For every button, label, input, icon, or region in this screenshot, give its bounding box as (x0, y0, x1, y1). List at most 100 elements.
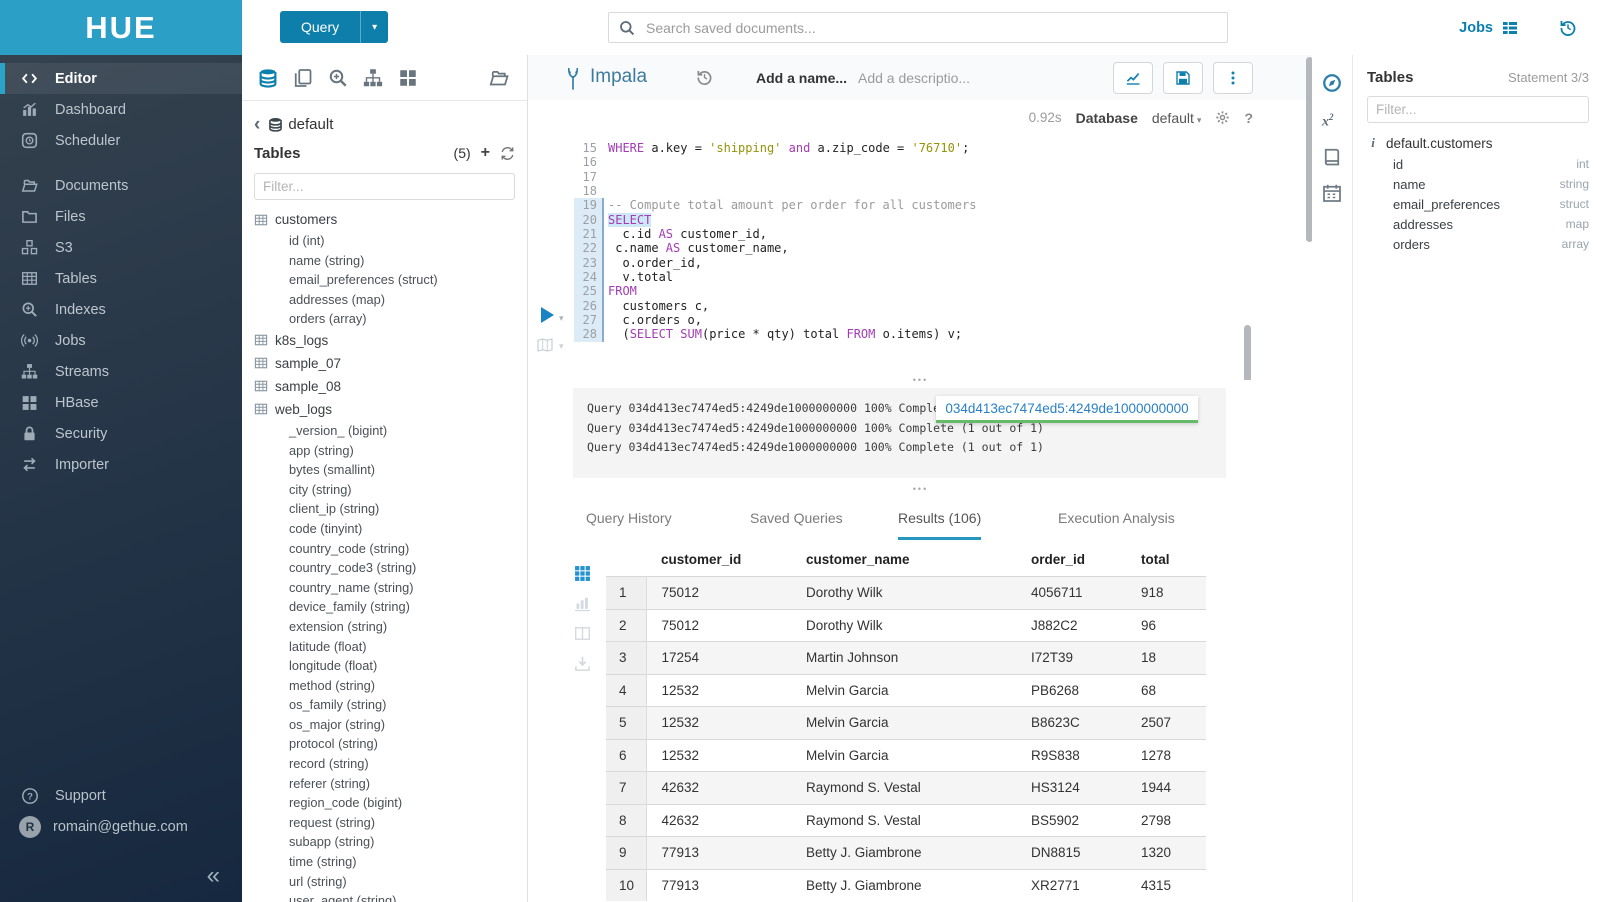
assist-column-row[interactable]: country_code3 (string) (289, 560, 417, 576)
back-chevron-icon[interactable]: ‹ (254, 113, 261, 135)
schedule-icon[interactable] (1322, 183, 1342, 203)
right-column-row[interactable]: name string (1367, 174, 1589, 194)
results-column-header[interactable]: customer_id (661, 552, 742, 567)
query-button[interactable]: Query ▾ (280, 11, 389, 43)
tab-execution-analysis[interactable]: Execution Analysis (1058, 510, 1175, 526)
tab-saved-queries[interactable]: Saved Queries (750, 510, 843, 526)
assist-column-row[interactable]: subapp (string) (289, 834, 375, 850)
assist-column-row[interactable]: orders (array) (289, 311, 367, 327)
main-scrollbar[interactable] (1306, 57, 1313, 242)
assist-column-row[interactable]: country_code (string) (289, 540, 410, 556)
assist-column-row[interactable]: addresses (map) (289, 291, 386, 307)
assist-column-row[interactable]: extension (string) (289, 618, 388, 634)
table-row[interactable]: 5 12532 Melvin Garcia B8623C 2507 (606, 706, 1206, 739)
chart-button[interactable] (1113, 62, 1153, 94)
download-icon[interactable] (574, 655, 591, 672)
language-reference-icon[interactable] (1322, 147, 1342, 167)
right-column-row[interactable]: email_preferences struct (1367, 194, 1589, 214)
assist-column-row[interactable]: user_agent (string) (289, 893, 397, 902)
table-row[interactable]: 6 12532 Melvin Garcia R9S838 1278 (606, 739, 1206, 772)
right-column-row[interactable]: orders array (1367, 234, 1589, 254)
search-assist-icon[interactable] (328, 68, 348, 88)
assist-column-row[interactable]: code (tinyint) (289, 520, 363, 536)
assist-column-row[interactable]: longitude (float) (289, 658, 378, 674)
global-search[interactable] (608, 12, 1228, 43)
mini-map-icon[interactable] (537, 338, 553, 352)
assist-column-row[interactable]: client_ip (string) (289, 501, 380, 517)
sidebar-item-streams[interactable]: Streams (0, 356, 242, 387)
sidebar-item-s3[interactable]: S3 (0, 232, 242, 263)
sidebar-item-importer[interactable]: Importer (0, 449, 242, 480)
table-row[interactable]: 7 42632 Raymond S. Vestal HS3124 1944 (606, 771, 1206, 804)
sidebar-item-files[interactable]: Files (0, 201, 242, 232)
table-row[interactable]: 8 42632 Raymond S. Vestal BS5902 2798 (606, 804, 1206, 837)
assist-column-row[interactable]: country_name (string) (289, 579, 414, 595)
table-row[interactable]: 2 75012 Dorothy Wilk J882C2 96 (606, 609, 1206, 642)
active-table-row[interactable]: i default.customers (1367, 132, 1589, 154)
assist-column-row[interactable]: id (int) (289, 233, 325, 248)
help-icon[interactable]: ? (1244, 109, 1253, 126)
results-column-header[interactable]: total (1141, 552, 1170, 567)
table-row[interactable]: 3 17254 Martin Johnson I72T39 18 (606, 641, 1206, 674)
run-query-button[interactable] (541, 307, 554, 323)
query-dropdown-caret[interactable]: ▾ (360, 11, 388, 43)
assist-column-row[interactable]: _version_ (bigint) (289, 422, 388, 438)
chart-view-icon[interactable] (574, 595, 591, 612)
jobs-link[interactable]: Jobs (1459, 20, 1519, 36)
gear-icon[interactable] (1215, 110, 1230, 125)
documents-source-icon[interactable] (293, 68, 313, 88)
run-options-caret[interactable]: ▾ (559, 313, 564, 323)
right-filter-input[interactable] (1367, 96, 1589, 123)
right-column-row[interactable]: id int (1367, 154, 1589, 174)
assist-table-row[interactable]: sample_08 (254, 375, 527, 398)
code-editor[interactable]: ▾ ▾ 15 16 17 18 19 20 21 22 23 24 25 26 27 28 WHERE a… (528, 135, 1313, 380)
columns-view-icon[interactable] (574, 625, 591, 642)
assist-column-row[interactable]: region_code (bigint) (289, 795, 403, 811)
sidebar-item-security[interactable]: Security (0, 418, 242, 449)
hue-logo[interactable]: HUE (0, 0, 242, 55)
assist-column-row[interactable]: device_family (string) (289, 599, 410, 615)
database-name[interactable]: default (288, 115, 334, 133)
apps-source-icon[interactable] (398, 68, 418, 88)
assist-table-row[interactable]: k8s_logs (254, 329, 527, 352)
assist-column-row[interactable]: name (string) (289, 252, 365, 268)
assist-column-row[interactable]: time (string) (289, 854, 357, 870)
sidebar-item-dashboard[interactable]: Dashboard (0, 94, 242, 125)
results-resize-handle[interactable]: ••• (912, 484, 929, 494)
save-button[interactable] (1163, 62, 1203, 94)
sidebar-item-documents[interactable]: Documents (0, 170, 242, 201)
assist-column-row[interactable]: city (string) (289, 481, 352, 497)
more-actions-button[interactable] (1213, 62, 1253, 94)
editor-code[interactable]: WHERE a.key = 'shipping' and a.zip_code … (608, 141, 1233, 342)
sidebar-item-support[interactable]: ? Support (0, 780, 242, 811)
sidebar-item-hbase[interactable]: HBase (0, 387, 242, 418)
assist-column-row[interactable]: bytes (smallint) (289, 462, 376, 478)
engine-name[interactable]: Impala (590, 66, 648, 87)
mini-map-caret[interactable]: ▾ (559, 341, 564, 351)
assist-column-row[interactable]: method (string) (289, 677, 376, 693)
log-resize-handle[interactable]: ••• (912, 375, 929, 385)
assist-compass-icon[interactable] (1322, 73, 1342, 93)
assist-table-row[interactable]: sample_07 (254, 352, 527, 375)
sidebar-item-scheduler[interactable]: Scheduler (0, 125, 242, 156)
history-icon[interactable] (1559, 19, 1577, 37)
folder-open-icon[interactable] (489, 68, 509, 88)
sidebar-collapse-button[interactable]: « (206, 862, 220, 889)
table-row[interactable]: 9 77913 Betty J. Giambrone DN8815 1320 (606, 836, 1206, 869)
databases-source-icon[interactable] (258, 68, 278, 88)
table-row[interactable]: 10 77913 Betty J. Giambrone XR2771 4315 (606, 869, 1206, 901)
assist-table-row[interactable]: web_logs (254, 398, 527, 421)
assist-column-row[interactable]: os_major (string) (289, 716, 386, 732)
results-column-header[interactable]: customer_name (806, 552, 910, 567)
sidebar-item-indexes[interactable]: Indexes (0, 294, 242, 325)
grid-view-icon[interactable] (574, 565, 591, 582)
table-row[interactable]: 4 12532 Melvin Garcia PB6268 68 (606, 674, 1206, 707)
query-name-field[interactable]: Add a name... (756, 70, 848, 86)
tab-results-106[interactable]: Results (106) (898, 510, 982, 540)
database-selector[interactable]: default ▾ (1151, 109, 1202, 126)
assist-column-row[interactable]: protocol (string) (289, 736, 378, 752)
assist-table-row[interactable]: customers (254, 208, 527, 231)
job-id-tooltip[interactable]: 034d413ec7474ed5:4249de1000000000 (936, 396, 1198, 423)
results-column-header[interactable]: order_id (1031, 552, 1086, 567)
